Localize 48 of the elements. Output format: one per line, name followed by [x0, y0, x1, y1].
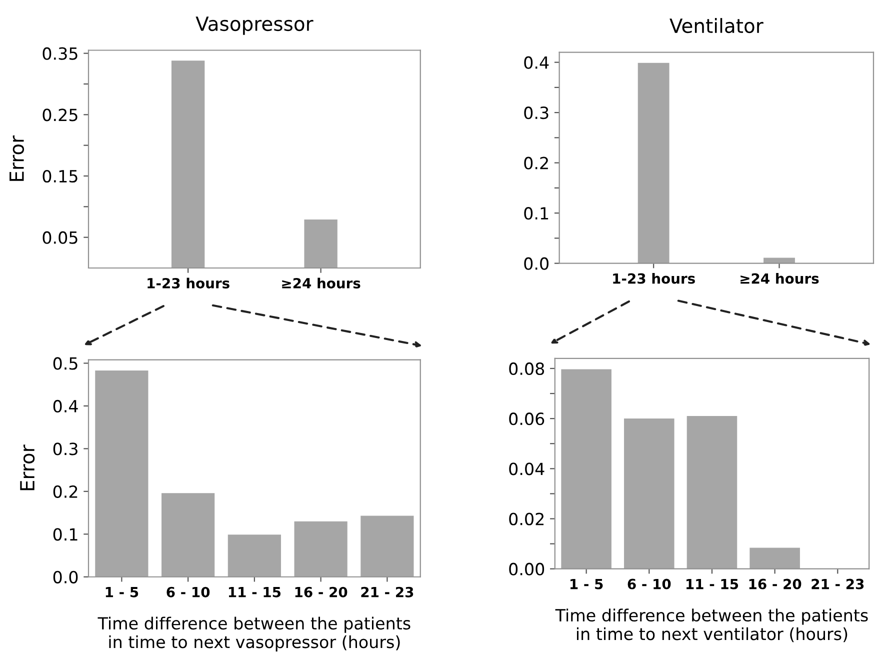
chart-title: Vasopressor	[196, 16, 314, 35]
y-tick-label: 0.05	[42, 231, 78, 244]
y-tick-label: 0.5	[53, 357, 78, 370]
x-tick-label: 16 - 20	[295, 586, 348, 598]
y-tick-label: 0.35	[42, 47, 78, 60]
bar	[228, 534, 281, 577]
bar	[294, 521, 348, 577]
bar	[561, 369, 612, 569]
x-tick-label: ≥24 hours	[740, 273, 819, 284]
x-axis-title: Time difference between the patients in time to next vasopressor (hours)	[98, 616, 410, 652]
y-tick-label: 0.02	[509, 512, 544, 526]
bar	[750, 548, 800, 569]
bar	[360, 516, 414, 577]
x-tick-label: 16 - 20	[749, 578, 802, 590]
x-tick-label: 6 - 10	[628, 578, 671, 590]
y-tick-label: 0.08	[509, 362, 544, 376]
x-tick-label: 1-23 hours	[613, 273, 695, 284]
x-tick-label: ≥24 hours	[282, 278, 360, 288]
y-tick-label: 0.4	[524, 56, 549, 69]
x-axis-title: Time difference between the patients in time to next ventilator (hours)	[555, 608, 868, 642]
x-tick-label: 1 - 5	[570, 578, 603, 590]
y-tick-label: 0.04	[509, 462, 544, 476]
x-tick-label: 11 - 15	[686, 578, 738, 590]
x-tick-label: 1 - 5	[106, 587, 138, 598]
y-tick-label: 0.3	[524, 106, 548, 120]
y-axis-title: Error	[10, 135, 24, 181]
y-tick-label: 0.00	[509, 562, 544, 576]
y-tick-label: 0.25	[42, 108, 78, 122]
y-tick-label: 0.1	[524, 207, 548, 220]
y-tick-label: 0.2	[524, 156, 548, 170]
y-tick-label: 0.15	[42, 170, 78, 183]
bar	[95, 370, 148, 577]
y-tick-label: 0.1	[53, 528, 78, 541]
y-tick-label: 0.0	[53, 570, 78, 584]
y-tick-label: 0.06	[509, 412, 544, 426]
y-tick-label: 0.3	[53, 442, 78, 456]
y-tick-label: 0.4	[53, 400, 78, 413]
x-tick-label: 11 - 15	[228, 587, 281, 598]
x-tick-label: 6 - 10	[166, 586, 210, 598]
x-tick-label: 21 - 23	[361, 586, 414, 598]
bar	[162, 493, 215, 577]
x-tick-label: 1-23 hours	[148, 278, 230, 288]
x-tick-label: 21 - 23	[812, 578, 864, 590]
y-tick-label: 0.2	[53, 485, 78, 498]
y-axis-title: Error	[20, 444, 35, 490]
bar	[624, 418, 674, 569]
bar	[686, 416, 738, 569]
chart-title: Ventilator	[670, 18, 764, 34]
